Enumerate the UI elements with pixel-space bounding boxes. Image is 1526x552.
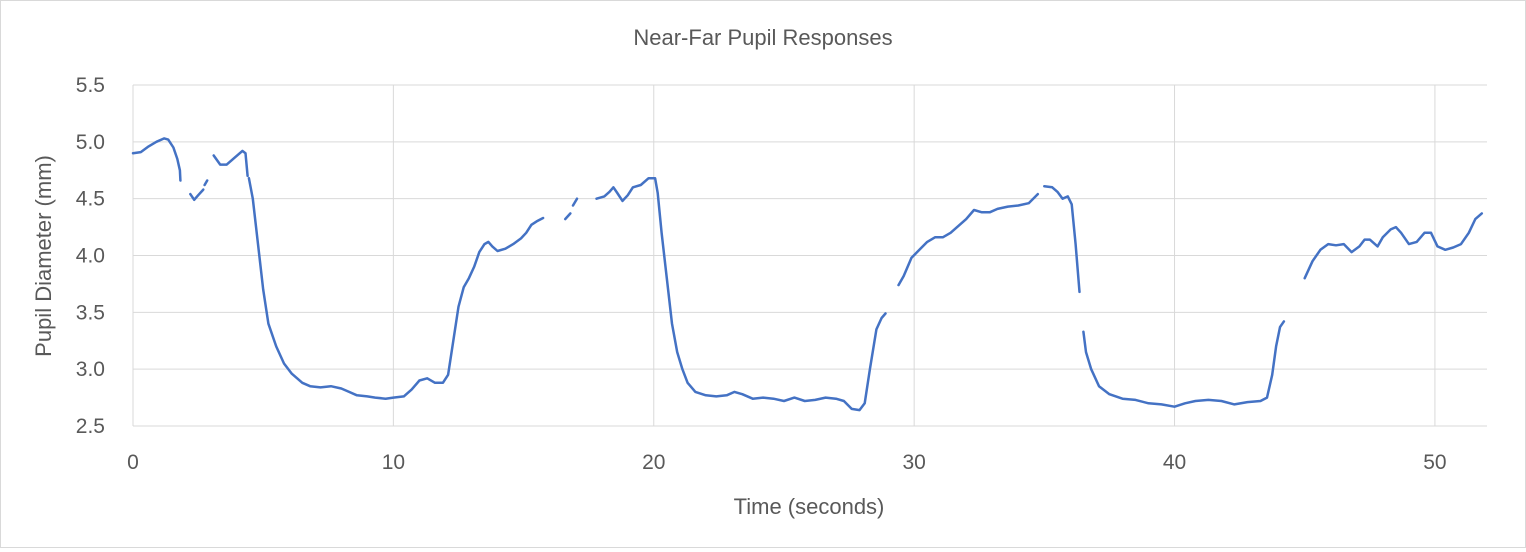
chart-title: Near-Far Pupil Responses [633, 25, 892, 50]
pupil-series-segment [571, 197, 579, 207]
pupil-series-segment [563, 212, 572, 221]
pupil-series-segment [595, 176, 887, 412]
pupil-series-segment [897, 192, 1040, 287]
pupil-series-segment [1303, 212, 1484, 280]
x-tick-label: 0 [127, 451, 139, 474]
pupil-series-segment [212, 149, 249, 178]
x-tick-label: 10 [382, 451, 405, 474]
y-tick-label: 3.0 [76, 358, 105, 381]
y-axis-title: Pupil Diameter (mm) [31, 155, 56, 357]
y-tick-label: 4.5 [76, 188, 105, 211]
y-tick-label: 4.0 [76, 245, 105, 268]
x-tick-label: 40 [1163, 451, 1186, 474]
pupil-series-segment [1043, 184, 1081, 294]
y-tick-label: 5.0 [76, 131, 105, 154]
y-tick-label: 2.5 [76, 415, 105, 438]
y-tick-label: 5.5 [76, 74, 105, 97]
x-tick-label: 30 [902, 451, 925, 474]
pupil-series-segment [203, 179, 209, 187]
series-layer [131, 137, 1484, 412]
x-tick-label: 50 [1423, 451, 1446, 474]
pupil-series-segment [189, 188, 205, 202]
x-tick-label: 20 [642, 451, 665, 474]
x-axis-title: Time (seconds) [734, 494, 885, 519]
y-tick-labels: 2.5 3.0 3.5 4.0 4.5 5.0 5.5 [76, 74, 105, 438]
pupil-series-segment [1082, 320, 1286, 408]
x-tick-labels: 0 10 20 30 40 50 [127, 451, 1446, 474]
y-tick-label: 3.5 [76, 301, 105, 324]
pupil-series-segment [131, 137, 182, 182]
pupil-series-segment [247, 176, 545, 400]
grid-layer [132, 84, 1487, 427]
